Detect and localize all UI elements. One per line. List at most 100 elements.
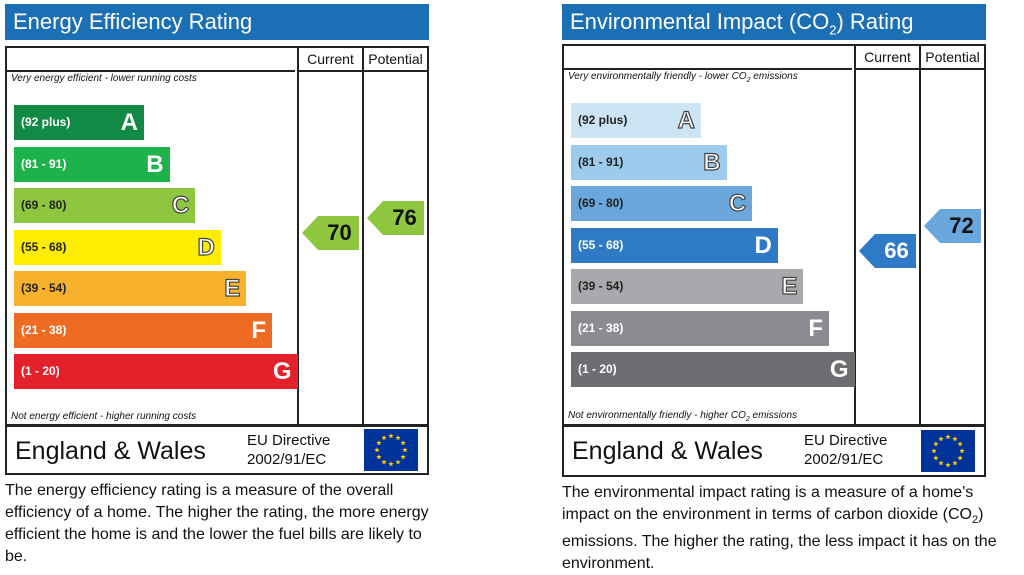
band-range-label: (55 - 68): [578, 237, 624, 252]
band-letter: A: [120, 109, 138, 136]
eu-star-icon: [400, 454, 406, 460]
rating-arrow-shape: [859, 233, 916, 268]
rating-arrow-fill: [859, 233, 916, 268]
eu-star-icon: [945, 462, 951, 468]
band-letter: G: [272, 358, 292, 385]
eu-directive: EU Directive 2002/91/EC: [247, 431, 330, 469]
eu-stars-icon: [374, 433, 408, 467]
current-column-header: Current: [307, 51, 354, 67]
band-d: (55 - 68) D: [571, 227, 778, 263]
panel-title: Environmental Impact (CO2) Rating: [562, 4, 986, 40]
rating-arrow-fill: [367, 200, 424, 235]
directive-line-2: 2002/91/EC: [804, 451, 884, 468]
panel-title-prefix: Environmental Impact (CO: [570, 9, 830, 34]
panel-title: Energy Efficiency Rating: [5, 4, 429, 40]
potential-rating-arrow: 72: [924, 209, 981, 244]
band-a: (92 plus) A: [571, 103, 701, 138]
band-range-label: (92 plus): [578, 113, 628, 127]
band-range-label: (21 - 38): [578, 320, 624, 335]
band-letter: A: [677, 106, 696, 134]
rating-arrow-fill: [302, 216, 359, 251]
caption-suffix: ) emissions. The higher the rating, the …: [562, 506, 997, 573]
band-range-label: (92 plus): [21, 115, 71, 129]
header-divider: [7, 70, 295, 72]
band-range-label: (55 - 68): [21, 239, 67, 254]
band-letter: C: [728, 189, 747, 217]
band-e: (39 - 54) E: [14, 271, 247, 306]
eu-star-icon: [381, 435, 387, 441]
eu-star-icon: [381, 459, 387, 465]
eu-star-icon: [959, 448, 965, 454]
column-divider: [297, 48, 299, 424]
header-divider: [297, 70, 427, 72]
current-rating-arrow: 66: [859, 233, 916, 268]
band-range-label: (39 - 54): [578, 279, 624, 293]
band-range-label: (69 - 80): [21, 198, 67, 212]
band-range-label: (21 - 38): [21, 322, 67, 337]
eu-star-icon: [376, 440, 382, 446]
caption-sub: 2: [971, 514, 979, 527]
band-letter: B: [703, 148, 722, 176]
band-range-label: (81 - 91): [578, 154, 624, 169]
band-range-label: (39 - 54): [21, 281, 67, 295]
top-note: Very environmentally friendly - lower CO…: [568, 71, 798, 84]
band-range-label: (81 - 91): [21, 156, 67, 171]
rating-arrow-shape: [367, 200, 424, 235]
bottom-note-suffix: emissions: [749, 410, 798, 421]
column-divider: [362, 48, 364, 424]
band-g: (1 - 20) G: [14, 354, 298, 389]
eu-star-icon: [388, 433, 394, 439]
footer-box: England & Wales EU Directive 2002/91/EC: [562, 425, 986, 477]
eu-star-icon: [933, 455, 939, 461]
band-f: (21 - 38) F: [571, 310, 829, 346]
rating-arrow-value: 70: [327, 220, 352, 246]
rating-arrow-value: 66: [884, 237, 909, 263]
band-letter: G: [829, 356, 849, 383]
eu-star-icon: [933, 441, 939, 447]
eu-stars-icon: [931, 434, 965, 468]
eu-star-icon: [952, 460, 958, 466]
band-b: (81 - 91) B: [14, 146, 170, 182]
band-letter: F: [251, 316, 266, 344]
potential-column-header: Potential: [925, 49, 980, 65]
panel-title-text: Energy Efficiency Rating: [13, 9, 253, 34]
band-letter: D: [197, 233, 216, 261]
caption: The energy efficiency rating is a measur…: [5, 482, 429, 565]
eu-star-icon: [402, 447, 408, 453]
band-range-label: (1 - 20): [578, 362, 617, 376]
rating-arrow-value: 72: [949, 213, 974, 239]
directive-line-1: EU Directive: [804, 432, 888, 449]
rating-arrow-value: 76: [392, 204, 417, 230]
region-label: England & Wales: [15, 437, 206, 465]
potential-rating-arrow: 76: [367, 200, 424, 235]
band-d: (55 - 68) D: [14, 229, 221, 265]
eu-star-icon: [400, 440, 406, 446]
band-g: (1 - 20) G: [571, 352, 855, 387]
top-note-sub: 2: [746, 77, 751, 84]
rating-arrow-shape: [302, 216, 359, 251]
column-divider: [854, 46, 856, 424]
bottom-note: Not environmentally friendly - higher CO…: [568, 410, 797, 423]
eu-star-icon: [957, 455, 963, 461]
band-range-label: (69 - 80): [578, 196, 624, 210]
current-rating-arrow: 70: [302, 216, 359, 251]
band-letter: C: [171, 191, 190, 219]
panel-title-sub: 2: [829, 22, 837, 38]
eu-star-icon: [938, 460, 944, 466]
header-divider: [854, 68, 984, 70]
panel-title-suffix: ) Rating: [836, 9, 914, 34]
potential-column-header: Potential: [368, 51, 423, 67]
eu-star-icon: [395, 435, 401, 441]
eu-directive: EU Directive 2002/91/EC: [804, 431, 887, 469]
band-letter: E: [224, 274, 241, 302]
band-e: (39 - 54) E: [571, 269, 804, 304]
eu-star-icon: [945, 434, 951, 440]
caption-prefix: The environmental impact rating is a mea…: [562, 484, 974, 523]
eu-star-icon: [388, 461, 394, 467]
eu-star-icon: [938, 436, 944, 442]
eu-star-icon: [957, 441, 963, 447]
bottom-note-sub: 2: [745, 416, 750, 423]
rating-arrow-fill: [924, 209, 981, 244]
region-label: England & Wales: [572, 437, 763, 465]
directive-line-2: 2002/91/EC: [247, 451, 327, 468]
